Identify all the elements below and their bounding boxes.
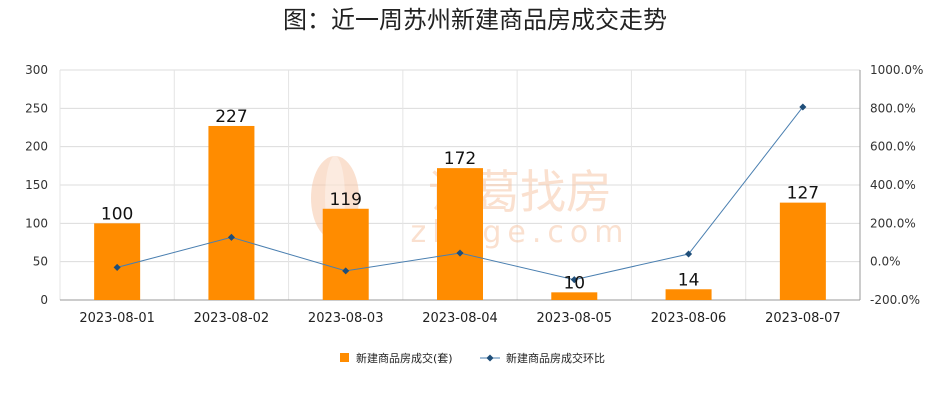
- bar-data-label: 227: [215, 107, 247, 127]
- line-point: [570, 276, 578, 284]
- bar: [551, 292, 598, 300]
- bar-data-label: 10: [563, 273, 585, 293]
- y-left-tick-label: 50: [33, 255, 48, 269]
- y-left-tick-label: 150: [25, 178, 48, 192]
- line-point: [227, 233, 235, 241]
- x-tick-label: 2023-08-03: [308, 311, 384, 326]
- line-point: [799, 103, 807, 111]
- x-tick-label: 2023-08-01: [79, 311, 155, 326]
- bar: [779, 202, 826, 300]
- y-right-tick-label: 1000.0%: [870, 63, 923, 77]
- legend-line-marker: [486, 354, 494, 362]
- bar: [437, 168, 483, 300]
- bar: [665, 289, 712, 300]
- line-point: [456, 249, 464, 257]
- y-left-tick-label: 300: [25, 63, 48, 77]
- y-left-tick-label: 0: [40, 293, 48, 307]
- y-right-tick-label: -200.0%: [870, 293, 920, 307]
- legend-bar-label: 新建商品房成交(套): [356, 351, 453, 365]
- bar-data-label: 100: [101, 204, 133, 224]
- line-point: [342, 267, 350, 275]
- y-right-tick-label: 600.0%: [870, 140, 916, 154]
- bar-data-label: 14: [678, 270, 700, 290]
- y-left-tick-label: 200: [25, 140, 48, 154]
- x-tick-label: 2023-08-07: [765, 311, 841, 326]
- y-right-tick-label: 200.0%: [870, 216, 916, 230]
- y-left-tick-label: 250: [25, 101, 48, 115]
- x-tick-label: 2023-08-04: [422, 311, 498, 326]
- legend: 新建商品房成交(套) 新建商品房成交环比: [340, 351, 605, 365]
- bar-data-label: 172: [444, 149, 476, 169]
- bar-series: [94, 125, 826, 300]
- bar: [94, 223, 141, 300]
- y-right-tick-label: 800.0%: [870, 101, 916, 115]
- data-labels: 100 227 119 172 10 14 127: [101, 107, 819, 293]
- gridlines: [59, 69, 861, 301]
- x-tick-label: 2023-08-05: [537, 311, 613, 326]
- y-left-tick-label: 100: [25, 216, 48, 230]
- line-point: [113, 263, 121, 271]
- y-right-tick-label: 400.0%: [870, 178, 916, 192]
- chart-title: 图：近一周苏州新建商品房成交走势: [283, 6, 667, 34]
- line-series: [113, 103, 807, 284]
- y-right-tick-label: 0.0%: [870, 255, 901, 269]
- x-tick-label: 2023-08-06: [651, 311, 727, 326]
- legend-bar-swatch: [340, 353, 349, 362]
- bar-data-label: 119: [329, 190, 361, 210]
- x-tick-label: 2023-08-02: [194, 311, 270, 326]
- bar: [208, 125, 255, 300]
- bar: [322, 208, 369, 300]
- legend-line-label: 新建商品房成交环比: [506, 351, 605, 365]
- line-point: [685, 250, 693, 258]
- bar-data-label: 127: [787, 184, 819, 204]
